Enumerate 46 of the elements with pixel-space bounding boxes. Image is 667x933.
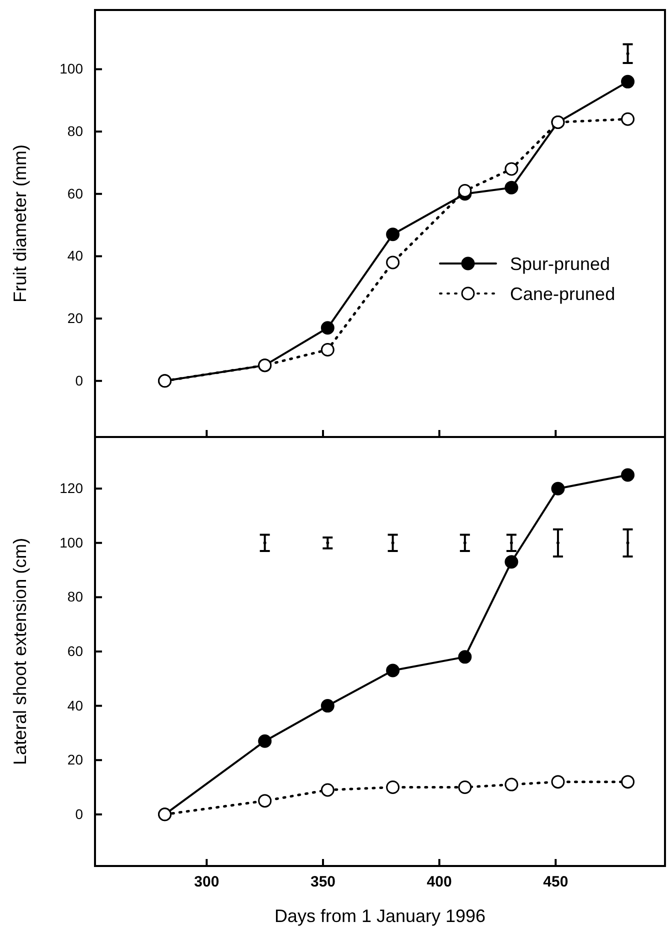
point	[258, 794, 272, 808]
y-tick-label: 120	[60, 480, 84, 496]
point	[258, 734, 272, 748]
legend-label: Cane-pruned	[510, 284, 616, 304]
point	[504, 180, 518, 194]
point	[458, 184, 472, 198]
y-axis-title: Lateral shoot extension (cm)	[10, 538, 30, 766]
point	[551, 775, 565, 789]
x-tick-label: 350	[310, 874, 336, 891]
y-tick-label: 40	[67, 697, 84, 714]
point	[551, 482, 565, 496]
point	[386, 256, 400, 270]
point	[320, 783, 334, 797]
y-tick-label: 80	[67, 123, 84, 140]
legend-label: Spur-pruned	[510, 254, 610, 274]
point	[626, 52, 630, 56]
y-tick-label: 20	[67, 752, 84, 768]
point	[621, 112, 635, 126]
y-tick-label: 20	[67, 310, 84, 326]
point	[386, 664, 400, 678]
y-tick-label: 60	[67, 185, 84, 202]
point	[320, 699, 334, 713]
y-tick-label: 60	[67, 642, 84, 659]
point	[621, 74, 635, 88]
x-axis-title: Days from 1 January 1996	[274, 906, 486, 926]
point	[386, 780, 400, 794]
x-tick-label: 300	[194, 874, 220, 891]
point	[504, 778, 518, 792]
y-tick-label: 40	[67, 248, 84, 264]
y-axis-title: Fruit diameter (mm)	[10, 144, 30, 303]
point	[458, 780, 472, 794]
x-tick-label: 400	[426, 874, 452, 891]
point	[621, 468, 635, 482]
point	[320, 342, 334, 356]
point	[386, 228, 400, 242]
y-tick-label: 80	[67, 588, 84, 605]
y-tick-label: 100	[60, 534, 84, 550]
point	[320, 321, 334, 335]
point	[621, 775, 635, 789]
y-tick-label: 0	[75, 806, 84, 822]
point	[504, 555, 518, 569]
y-tick-label: 0	[75, 372, 84, 388]
point	[458, 650, 472, 664]
y-tick-label: 100	[60, 60, 84, 77]
x-tick-label: 450	[543, 874, 568, 891]
point	[504, 162, 518, 176]
